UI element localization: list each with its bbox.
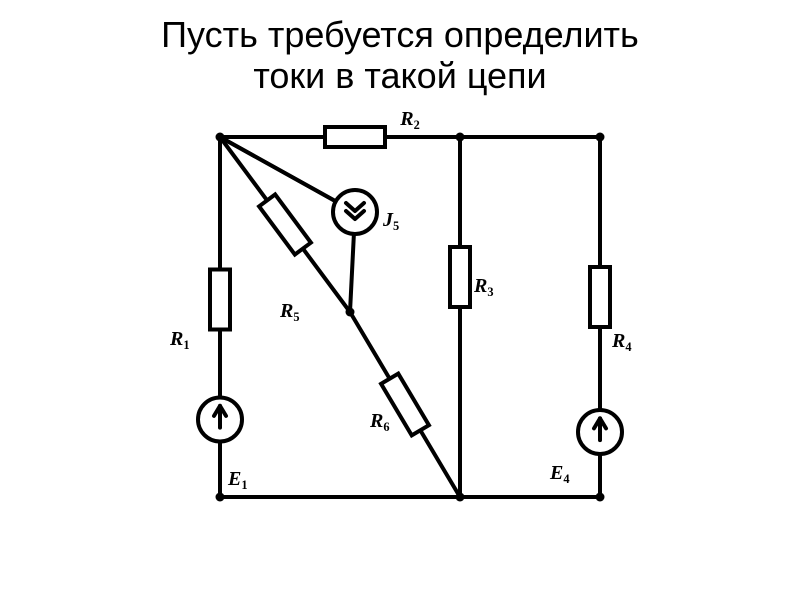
label-R2: R2 — [399, 108, 420, 132]
page-title: Пусть требуется определить токи в такой … — [0, 0, 800, 97]
resistor-R6 — [341, 307, 468, 502]
resistor-R4 — [590, 247, 610, 347]
resistor-R1 — [210, 247, 230, 352]
label-R5: R5 — [279, 300, 300, 324]
source-E4 — [578, 387, 622, 477]
resistor-R3 — [450, 227, 470, 327]
label-R6: R6 — [369, 410, 390, 434]
circuit-svg: R2 J5 R3 R5 R1 R4 R6 E1 E4 — [140, 97, 660, 537]
title-line-1: Пусть требуется определить — [161, 14, 639, 55]
label-R4: R4 — [611, 330, 632, 354]
label-E1: E1 — [227, 468, 248, 492]
label-R3: R3 — [473, 275, 494, 299]
label-E4: E4 — [549, 462, 570, 486]
circuit-diagram: R2 J5 R3 R5 R1 R4 R6 E1 E4 — [0, 97, 800, 537]
title-line-2: токи в такой цепи — [253, 55, 546, 96]
source-E1 — [198, 372, 242, 467]
label-J5: J5 — [382, 209, 399, 233]
label-R1: R1 — [169, 328, 190, 352]
